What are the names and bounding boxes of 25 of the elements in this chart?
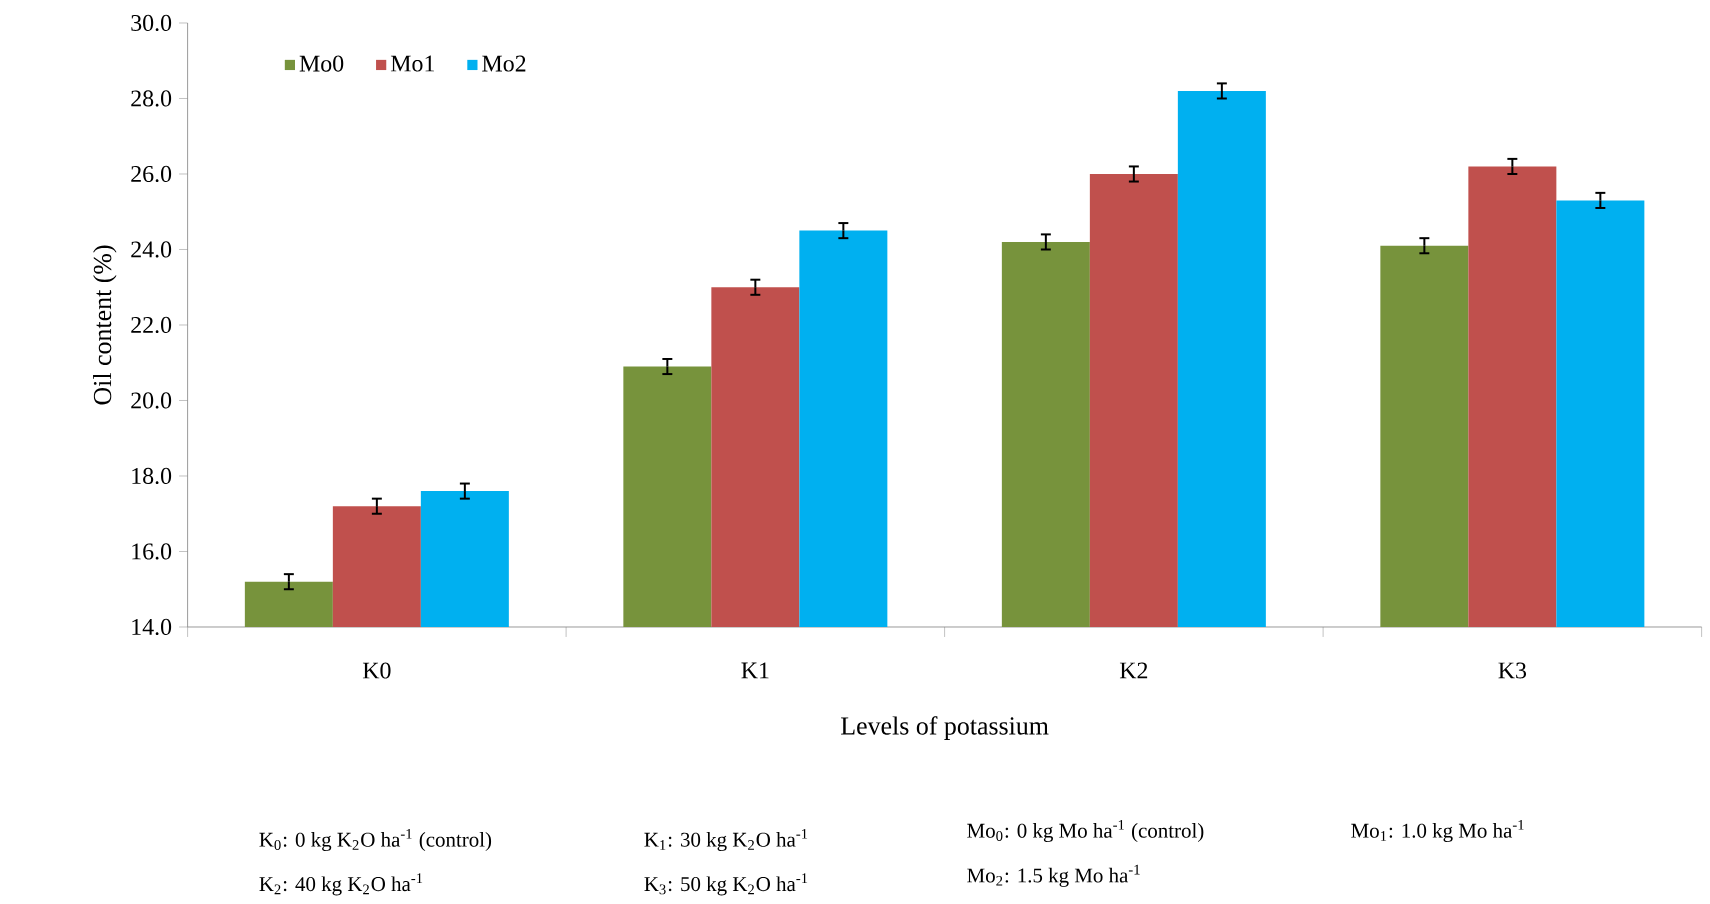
x-tick-label: K1 bbox=[741, 662, 769, 679]
text: K$_{1}$: 30 kg K$_{2}$O ha$^{-1}$ bbox=[644, 828, 808, 852]
x-tick-label: K3 bbox=[1498, 662, 1527, 679]
y-tick-label: 30.0 bbox=[131, 14, 172, 32]
y-tick-label: 18.0 bbox=[132, 467, 172, 485]
y-tick-label: 20.0 bbox=[131, 392, 172, 409]
y-tick-label: 28.0 bbox=[131, 90, 172, 107]
text: K$_{3}$: 50 kg K$_{2}$O ha$^{-1}$ bbox=[644, 873, 808, 896]
y-axis-title: Oil content (%) bbox=[93, 245, 117, 405]
legend-label: Mo0 bbox=[299, 55, 344, 72]
legend-label: Mo2 bbox=[482, 55, 526, 72]
text: Mo$_{1}$: 1.0 kg Mo ha$^{-1}$ bbox=[1351, 819, 1524, 843]
y-tick-label: 16.0 bbox=[132, 543, 172, 560]
text: K$_{2}$: 40 kg K$_{2}$O ha$^{-1}$ bbox=[259, 873, 423, 896]
text: Mo$_{0}$: 0 kg Mo ha$^{-1}$ (control) bbox=[967, 819, 1204, 843]
y-tick-label: 22.0 bbox=[131, 316, 172, 334]
y-tick-label: 26.0 bbox=[131, 165, 172, 183]
x-axis-title: Levels of potassium bbox=[841, 716, 1049, 740]
y-tick-label: 24.0 bbox=[131, 241, 172, 258]
legend-label: Mo1 bbox=[390, 55, 434, 72]
y-tick-label: 14.0 bbox=[132, 618, 172, 636]
x-tick-label: K2 bbox=[1119, 662, 1148, 679]
text: K$_{0}$: 0 kg K$_{2}$O ha$^{-1}$ (control) bbox=[259, 828, 492, 852]
x-tick-label: K0 bbox=[362, 662, 391, 679]
text: Mo$_{2}$: 1.5 kg Mo ha$^{-1}$ bbox=[967, 864, 1140, 887]
